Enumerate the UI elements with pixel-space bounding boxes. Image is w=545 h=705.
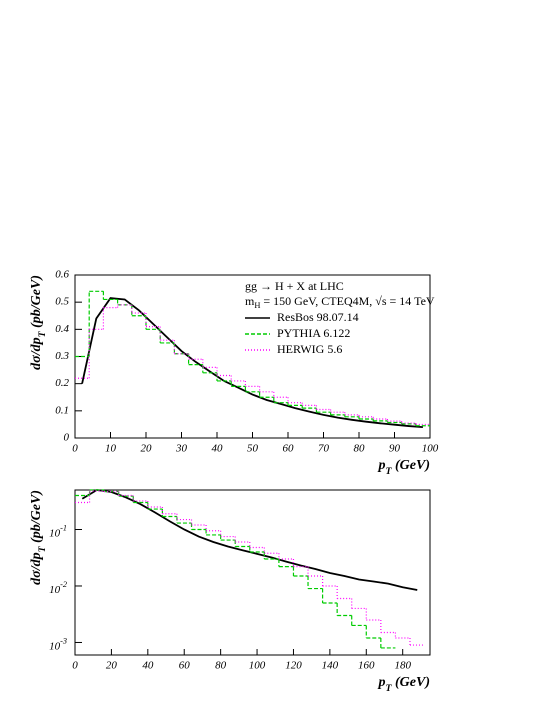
x-axis-label: pT (GeV) <box>378 675 430 694</box>
y-axis-label: dσ/dpT (pb/GeV) <box>29 490 48 585</box>
y-axis-label-rest: (pb/GeV) <box>29 490 44 546</box>
y-axis-label-main: dσ/dp <box>29 552 44 584</box>
x-tick-label: 90 <box>389 443 401 455</box>
x-tick-label: 20 <box>106 660 118 672</box>
chart-subtitle: mH = 150 GeV, CTEQ4M, √s = 14 TeV <box>245 294 435 311</box>
chart-subtitle-rest: = 150 GeV, CTEQ4M, √s = 14 TeV <box>260 294 435 308</box>
x-axis-label-main: p <box>378 675 386 690</box>
x-tick-label: 10 <box>105 443 117 455</box>
x-tick-label: 100 <box>249 660 266 672</box>
x-tick-label: 100 <box>422 443 439 455</box>
plot-frame <box>74 489 431 656</box>
x-tick-label: 20 <box>141 443 153 455</box>
x-tick-label: 60 <box>179 660 191 672</box>
x-axis-label-main: p <box>378 458 386 473</box>
y-tick-exponent: -3 <box>60 637 67 646</box>
x-tick-label: 0 <box>72 443 78 455</box>
x-tick-label: 140 <box>322 660 339 672</box>
x-axis-label-sub: T <box>386 683 393 694</box>
chart-subtitle-sub: H <box>254 301 260 310</box>
y-axis-label-main: dσ/dp <box>29 337 44 369</box>
y-tick-label: 0.5 <box>55 296 69 308</box>
x-axis-label: pT (GeV) <box>378 458 430 477</box>
y-tick-exponent: -1 <box>60 524 67 533</box>
y-axis-label-sub: T <box>37 330 48 337</box>
x-tick-label: 40 <box>142 660 154 672</box>
y-tick-label: 0.1 <box>55 404 69 416</box>
x-tick-label: 70 <box>318 443 330 455</box>
legend-label: ResBos 98.07.14 <box>277 310 359 324</box>
y-tick-label: 0 <box>64 432 70 444</box>
y-tick-base: 10 <box>49 584 61 596</box>
y-tick-base: 10 <box>49 640 61 652</box>
y-tick-exponent: -2 <box>60 580 67 589</box>
y-tick-label: 0.6 <box>55 269 69 281</box>
y-tick-label: 0.4 <box>55 323 69 335</box>
y-tick-base: 10 <box>49 527 61 539</box>
legend-label: PYTHIA 6.122 <box>277 326 350 340</box>
x-axis-label-rest: (GeV) <box>392 458 431 473</box>
x-tick-label: 30 <box>175 443 188 455</box>
x-tick-label: 0 <box>72 660 78 672</box>
x-tick-label: 60 <box>283 443 295 455</box>
y-tick-label: 0.3 <box>55 350 69 362</box>
y-tick-label: 10-3 <box>49 637 67 652</box>
x-tick-label: 120 <box>285 660 302 672</box>
y-tick-label: 10-2 <box>49 580 67 595</box>
series-line <box>81 489 418 591</box>
x-tick-label: 50 <box>247 443 259 455</box>
x-tick-label: 180 <box>394 660 411 672</box>
y-tick-label: 0.2 <box>55 377 69 389</box>
chart-subtitle-main: m <box>245 294 255 308</box>
chart-title: gg → H + X at LHC <box>245 279 344 293</box>
y-tick-label: 10-1 <box>49 524 67 539</box>
x-axis-label-rest: (GeV) <box>392 675 431 690</box>
x-tick-label: 160 <box>358 660 375 672</box>
x-tick-label: 80 <box>354 443 366 455</box>
y-axis-label-sub: T <box>37 545 48 552</box>
series-line <box>81 297 423 429</box>
y-axis-label: dσ/dpT (pb/GeV) <box>29 275 48 370</box>
x-tick-label: 40 <box>212 443 224 455</box>
y-axis-label-rest: (pb/GeV) <box>29 275 44 331</box>
legend-label: HERWIG 5.6 <box>277 342 342 356</box>
x-tick-label: 80 <box>215 660 227 672</box>
x-axis-label-sub: T <box>386 466 393 477</box>
